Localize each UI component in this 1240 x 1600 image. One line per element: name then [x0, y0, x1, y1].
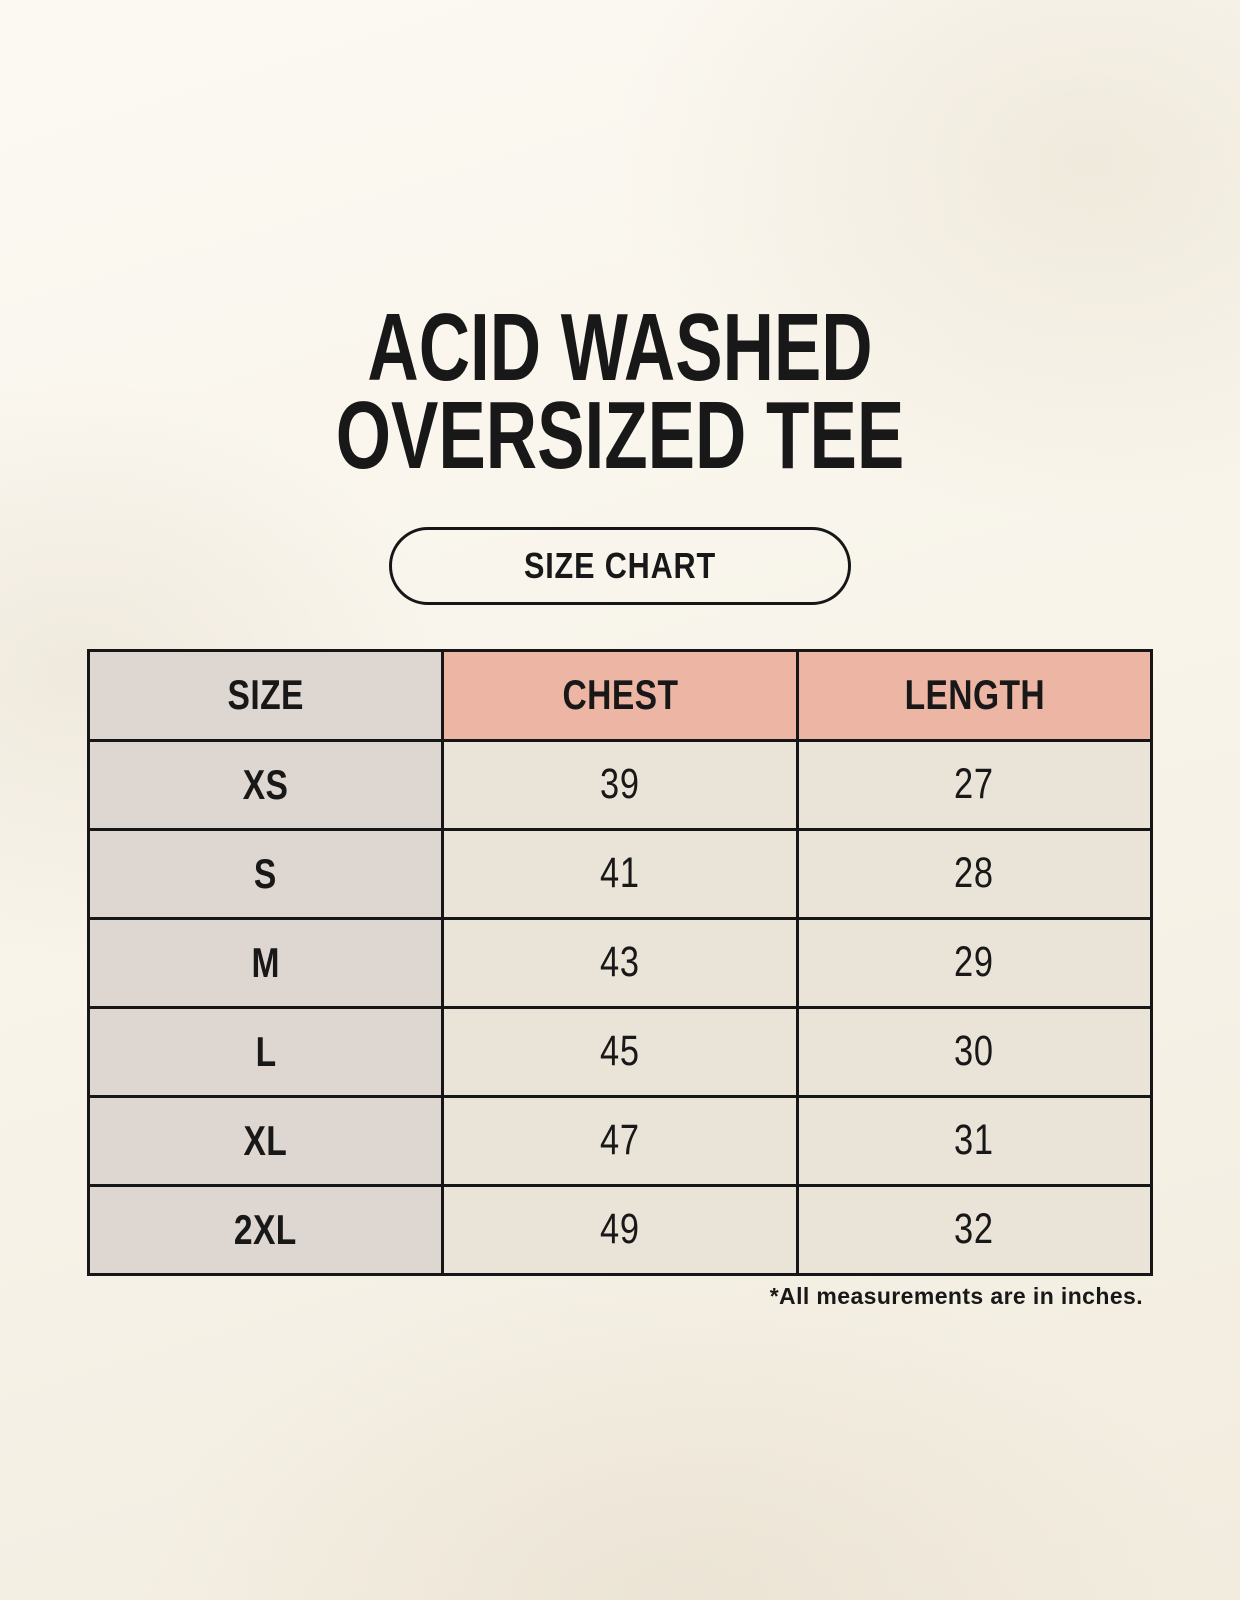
table-row-s: S 41 28: [86, 827, 1154, 920]
chest-value: 39: [441, 738, 799, 831]
product-title: ACID WASHED OVERSIZED TEE: [0, 0, 1240, 490]
size-label-text: M: [251, 938, 280, 986]
size-label-text: XL: [243, 1116, 288, 1164]
size-table-header: SIZE CHEST LENGTH: [86, 648, 1154, 742]
header-row: SIZE CHEST LENGTH: [86, 648, 1154, 742]
table-row-xl: XL 47 31: [86, 1094, 1154, 1187]
length-value: 32: [795, 1183, 1154, 1276]
size-chart-badge: SIZE CHART: [389, 526, 851, 605]
chest-value-text: 43: [600, 938, 640, 987]
chest-value: 49: [441, 1183, 799, 1276]
length-value: 28: [795, 827, 1154, 920]
chest-value: 45: [441, 1005, 799, 1098]
column-header-size: SIZE: [86, 648, 445, 742]
product-title-line-1: ACID WASHED: [367, 294, 873, 401]
column-header-chest-text: CHEST: [562, 671, 678, 719]
size-label-text: XS: [242, 760, 289, 808]
table-row-2xl: 2XL 49 32: [86, 1183, 1154, 1276]
length-value-text: 30: [954, 1027, 995, 1076]
size-chart-badge-label: SIZE CHART: [523, 544, 717, 586]
size-table: SIZE CHEST LENGTH XS 39 27 S 41 28 M 43 …: [86, 648, 1154, 1276]
chest-value: 47: [441, 1094, 799, 1187]
size-label-text: 2XL: [234, 1205, 298, 1253]
size-chart-graphic: ACID WASHED OVERSIZED TEE SIZE CHART SIZ…: [0, 0, 1240, 1309]
chest-value-text: 45: [600, 1027, 640, 1076]
length-value-text: 32: [954, 1205, 995, 1254]
table-row-l: L 45 30: [86, 1005, 1154, 1098]
size-label-text: S: [254, 849, 278, 897]
column-header-length: LENGTH: [795, 648, 1154, 742]
length-value-text: 31: [954, 1116, 995, 1165]
chest-value: 41: [441, 827, 799, 920]
length-value: 29: [795, 916, 1154, 1009]
chest-value-text: 41: [600, 849, 640, 898]
size-label: M: [86, 916, 445, 1009]
size-label-text: L: [255, 1027, 277, 1075]
length-value: 30: [795, 1005, 1154, 1098]
column-header-length-text: LENGTH: [904, 671, 1045, 719]
length-value-text: 28: [954, 849, 995, 898]
chest-value-text: 49: [600, 1205, 640, 1254]
size-label: XL: [86, 1094, 445, 1187]
chest-value: 43: [441, 916, 799, 1009]
length-value: 27: [795, 738, 1154, 831]
length-value: 31: [795, 1094, 1154, 1187]
size-label: L: [86, 1005, 445, 1098]
column-header-chest: CHEST: [441, 648, 799, 742]
measurements-note: *All measurements are in inches.: [769, 1282, 1143, 1309]
size-label: XS: [86, 738, 445, 831]
column-header-size-text: SIZE: [227, 671, 304, 719]
size-table-body: XS 39 27 S 41 28 M 43 29 L 45 30 XL 47: [86, 738, 1154, 1276]
size-label: S: [86, 827, 445, 920]
length-value-text: 29: [954, 938, 995, 987]
chest-value-text: 39: [600, 760, 640, 809]
chest-value-text: 47: [600, 1116, 640, 1165]
size-label: 2XL: [86, 1183, 445, 1276]
length-value-text: 27: [954, 760, 995, 809]
table-row-m: M 43 29: [86, 916, 1154, 1009]
table-row-xs: XS 39 27: [86, 738, 1154, 831]
product-title-line-2: OVERSIZED TEE: [335, 382, 905, 490]
